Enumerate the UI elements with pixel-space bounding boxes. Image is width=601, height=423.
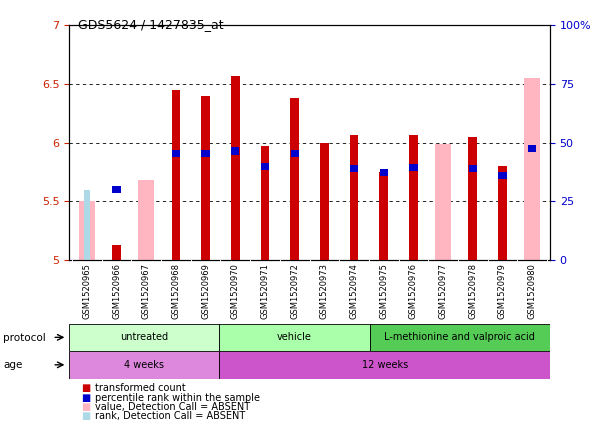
- Bar: [469, 165, 477, 172]
- Text: ■: ■: [81, 393, 90, 403]
- Bar: [435, 144, 451, 260]
- Bar: [69, 351, 219, 379]
- Bar: [468, 137, 477, 260]
- Text: GSM1520975: GSM1520975: [379, 263, 388, 319]
- Bar: [370, 324, 550, 351]
- Bar: [201, 96, 210, 260]
- Text: GSM1520978: GSM1520978: [468, 263, 477, 319]
- Text: GSM1520971: GSM1520971: [260, 263, 269, 319]
- Text: GSM1520972: GSM1520972: [290, 263, 299, 319]
- Text: rank, Detection Call = ABSENT: rank, Detection Call = ABSENT: [95, 411, 245, 421]
- Bar: [69, 324, 219, 351]
- Bar: [171, 90, 180, 260]
- Text: transformed count: transformed count: [95, 383, 186, 393]
- Text: percentile rank within the sample: percentile rank within the sample: [95, 393, 260, 403]
- Bar: [379, 172, 388, 260]
- Bar: [219, 324, 370, 351]
- Bar: [350, 135, 358, 260]
- Text: L-methionine and valproic acid: L-methionine and valproic acid: [384, 332, 535, 342]
- Bar: [231, 148, 239, 154]
- Bar: [498, 172, 507, 179]
- Text: GSM1520965: GSM1520965: [82, 263, 91, 319]
- Bar: [112, 186, 121, 193]
- Bar: [290, 98, 299, 260]
- Bar: [528, 145, 536, 152]
- Bar: [84, 190, 90, 260]
- Bar: [219, 351, 550, 379]
- Bar: [290, 150, 299, 157]
- Bar: [261, 163, 269, 170]
- Text: untreated: untreated: [120, 332, 168, 342]
- Text: GDS5624 / 1427835_at: GDS5624 / 1427835_at: [78, 18, 224, 31]
- Text: GSM1520976: GSM1520976: [409, 263, 418, 319]
- Bar: [261, 146, 269, 260]
- Text: GSM1520977: GSM1520977: [439, 263, 448, 319]
- Text: vehicle: vehicle: [277, 332, 312, 342]
- Text: GSM1520968: GSM1520968: [171, 263, 180, 319]
- Text: GSM1520969: GSM1520969: [201, 263, 210, 319]
- Text: GSM1520973: GSM1520973: [320, 263, 329, 319]
- Bar: [524, 78, 540, 260]
- Text: 12 weeks: 12 weeks: [362, 360, 407, 370]
- Bar: [112, 245, 121, 260]
- Text: age: age: [3, 360, 22, 370]
- Bar: [172, 150, 180, 157]
- Bar: [498, 166, 507, 260]
- Text: GSM1520974: GSM1520974: [350, 263, 359, 319]
- Bar: [409, 164, 418, 171]
- Text: GSM1520966: GSM1520966: [112, 263, 121, 319]
- Bar: [320, 143, 329, 260]
- Text: GSM1520967: GSM1520967: [142, 263, 151, 319]
- Text: ■: ■: [81, 411, 90, 421]
- Bar: [380, 169, 388, 176]
- Bar: [201, 150, 210, 157]
- Bar: [231, 76, 240, 260]
- Text: value, Detection Call = ABSENT: value, Detection Call = ABSENT: [95, 402, 250, 412]
- Bar: [79, 201, 95, 260]
- Bar: [138, 180, 154, 260]
- Text: GSM1520970: GSM1520970: [231, 263, 240, 319]
- Text: ■: ■: [81, 383, 90, 393]
- Text: protocol: protocol: [3, 332, 46, 343]
- Bar: [350, 165, 358, 172]
- Text: GSM1520980: GSM1520980: [528, 263, 537, 319]
- Text: 4 weeks: 4 weeks: [124, 360, 164, 370]
- Text: ■: ■: [81, 402, 90, 412]
- Bar: [409, 135, 418, 260]
- Text: GSM1520979: GSM1520979: [498, 263, 507, 319]
